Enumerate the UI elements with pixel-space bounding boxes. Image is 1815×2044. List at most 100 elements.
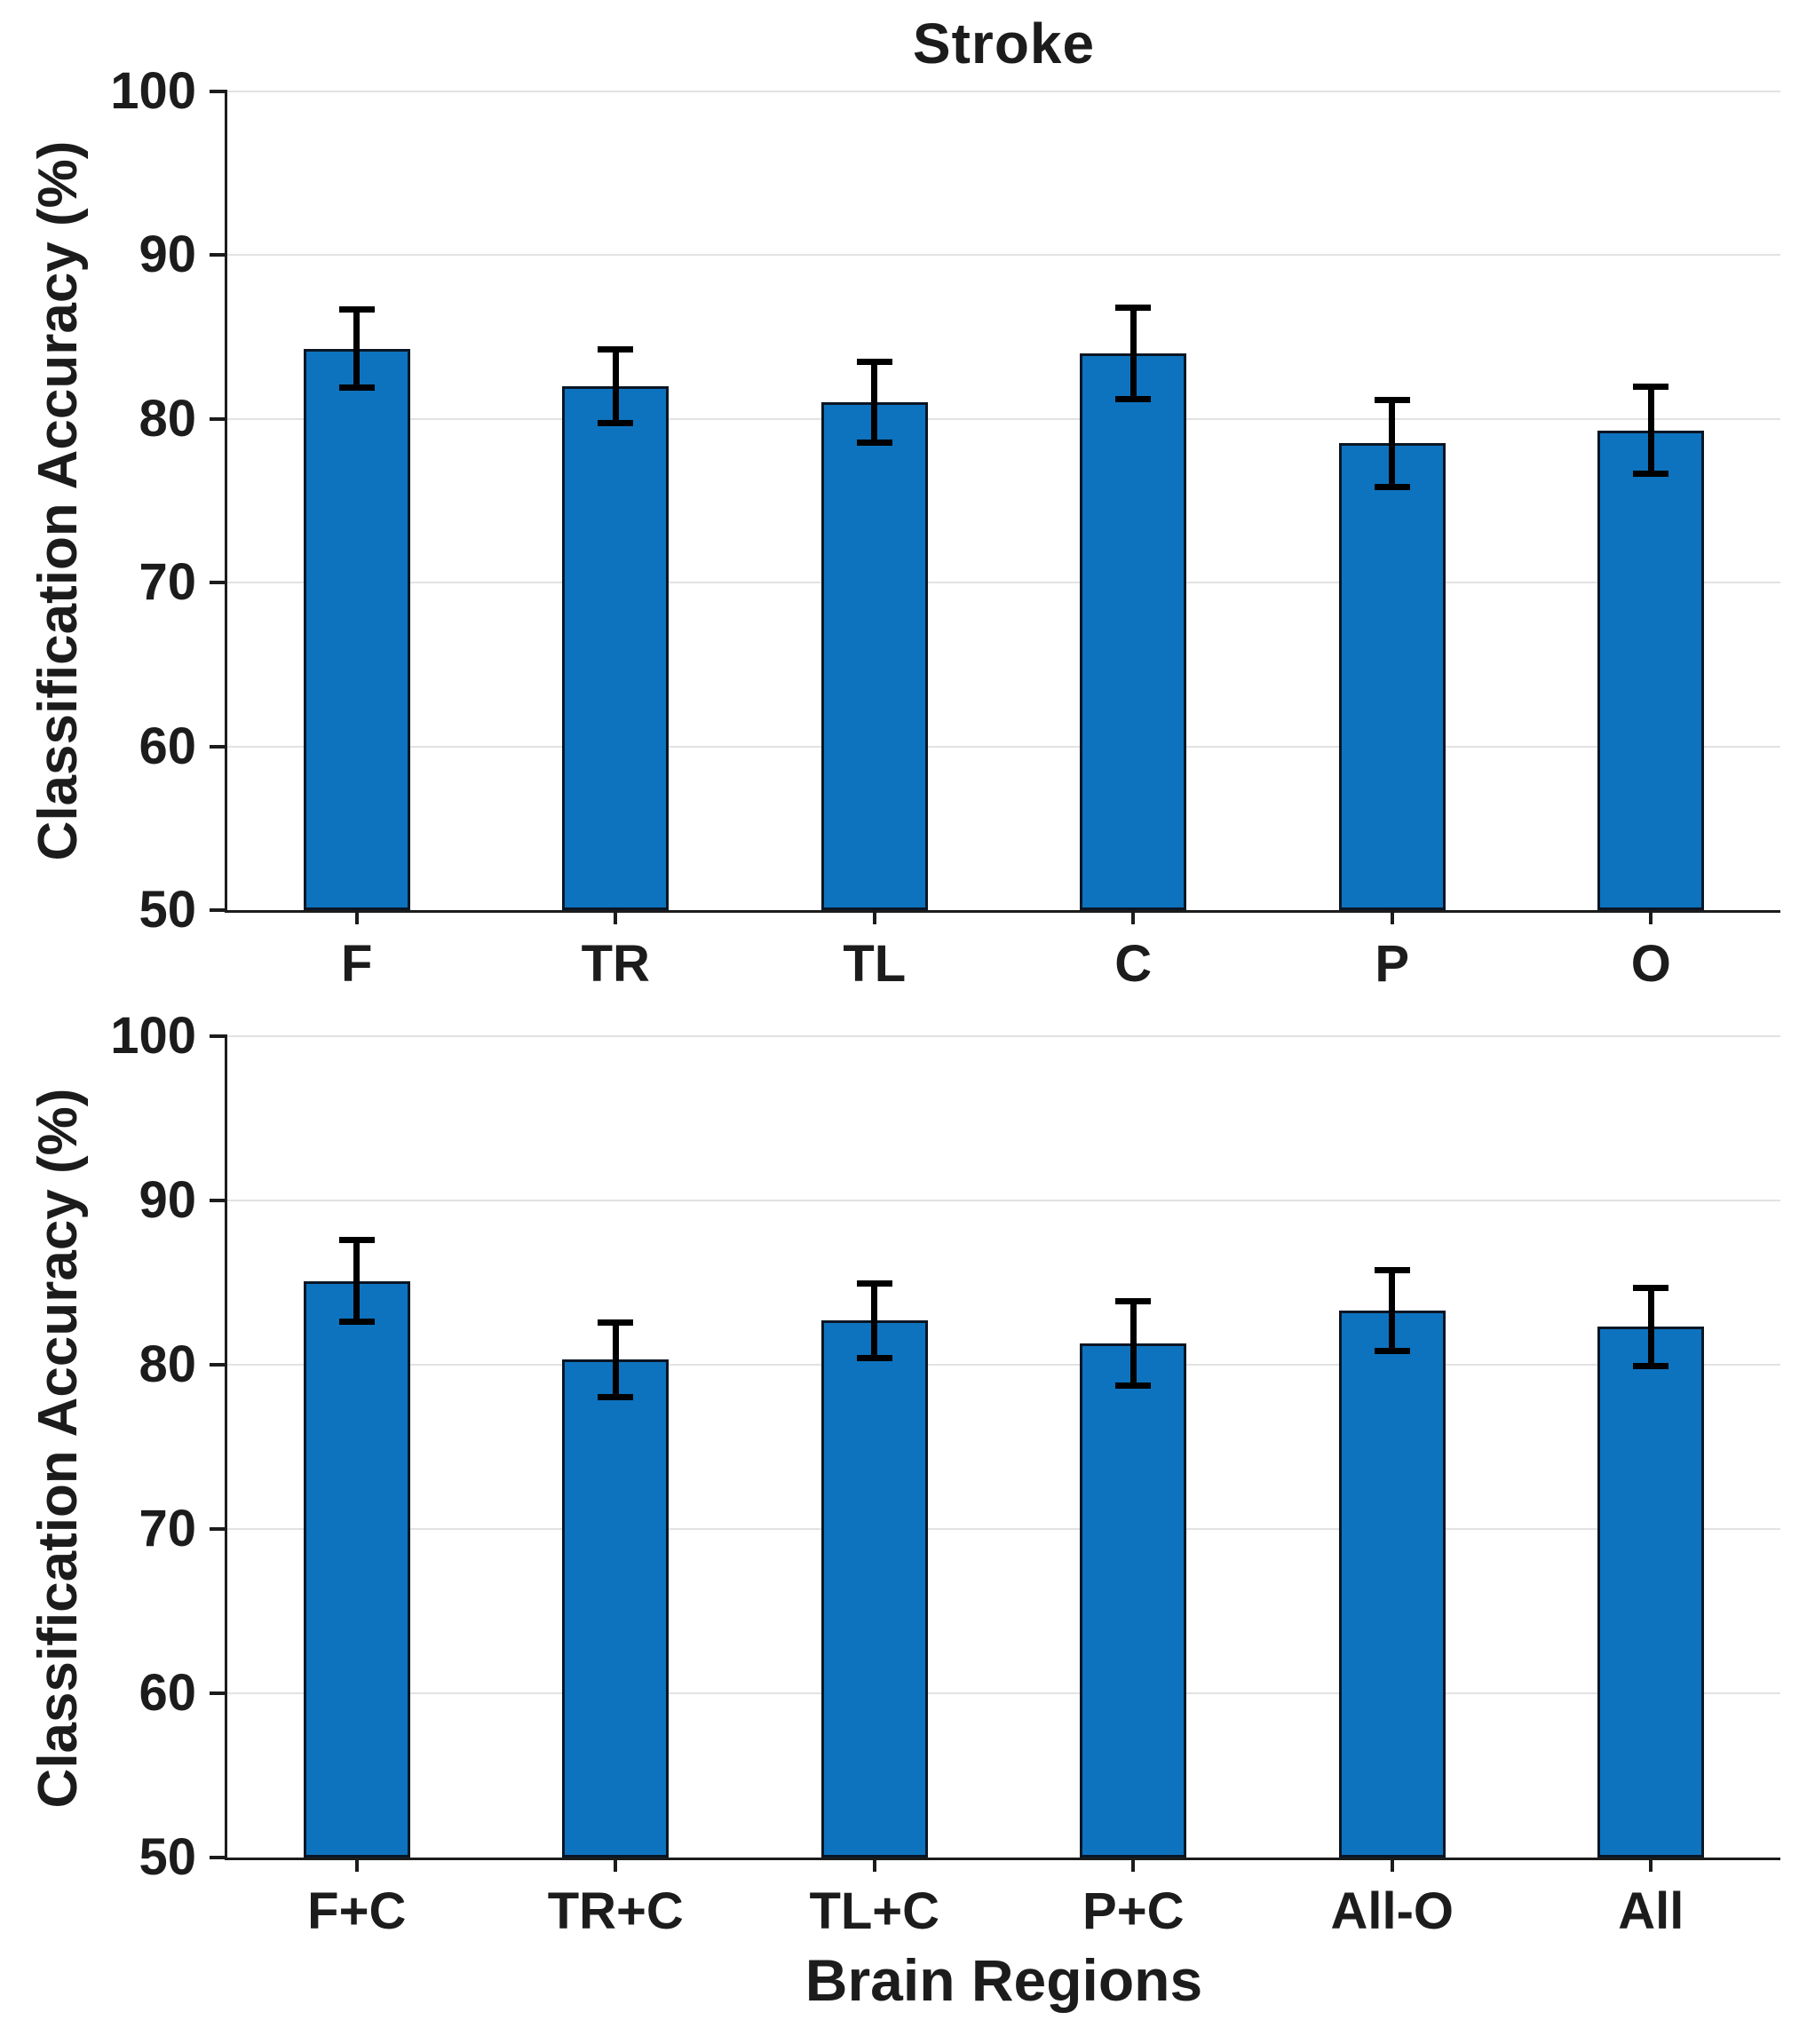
y-tick-80 bbox=[210, 416, 227, 421]
chart-title: Stroke bbox=[912, 12, 1096, 75]
x-tick-All bbox=[1649, 1858, 1653, 1872]
x-tick-TR bbox=[614, 910, 618, 924]
x-tick-label-F+C: F+C bbox=[307, 1882, 407, 1940]
error-bar-cap-top-F+C bbox=[338, 1237, 375, 1244]
gridline-70 bbox=[227, 582, 1780, 584]
y-tick-label-60: 60 bbox=[139, 717, 196, 775]
error-bar-cap-bottom-TR bbox=[598, 420, 634, 427]
bottom-chart-ylabel: Classification Accuracy (%) bbox=[28, 1088, 89, 1809]
bar-TR+C bbox=[562, 1359, 670, 1858]
error-bar-cap-bottom-F bbox=[338, 384, 375, 391]
error-bar-cap-bottom-C bbox=[1115, 395, 1152, 402]
error-bar-stem-P bbox=[1389, 399, 1396, 488]
x-tick-P+C bbox=[1131, 1858, 1136, 1872]
error-bar-cap-top-All-O bbox=[1374, 1266, 1410, 1273]
gridline-60 bbox=[227, 1692, 1780, 1694]
x-axis-label: Brain Regions bbox=[804, 1947, 1203, 2013]
x-axis-spine bbox=[225, 1858, 1780, 1860]
x-tick-TR+C bbox=[614, 1858, 618, 1872]
y-tick-label-90: 90 bbox=[139, 1171, 196, 1229]
gridline-80 bbox=[227, 417, 1780, 420]
error-bar-stem-All bbox=[1647, 1287, 1654, 1367]
y-tick-90 bbox=[210, 1199, 227, 1202]
error-bar-cap-top-TL+C bbox=[856, 1279, 892, 1287]
error-bar-cap-top-C bbox=[1115, 305, 1152, 312]
y-tick-60 bbox=[210, 1691, 227, 1695]
y-tick-50 bbox=[210, 1856, 227, 1859]
x-tick-label-TR+C: TR+C bbox=[547, 1882, 684, 1940]
gridline-70 bbox=[227, 1528, 1780, 1530]
bar-P+C bbox=[1080, 1343, 1187, 1858]
x-tick-All-O bbox=[1390, 1858, 1394, 1872]
error-bar-stem-All-O bbox=[1389, 1269, 1396, 1352]
bar-All bbox=[1597, 1327, 1705, 1858]
error-bar-cap-top-TL bbox=[856, 359, 892, 366]
x-tick-TL+C bbox=[872, 1858, 876, 1872]
bar-P bbox=[1338, 443, 1446, 910]
x-tick-label-C: C bbox=[1114, 935, 1153, 993]
error-bar-cap-top-TR+C bbox=[598, 1319, 634, 1326]
error-bar-cap-bottom-P bbox=[1374, 484, 1410, 491]
y-tick-70 bbox=[210, 1527, 227, 1531]
error-bar-stem-TR bbox=[612, 348, 619, 424]
x-tick-label-TL+C: TL+C bbox=[809, 1882, 940, 1940]
error-bar-cap-bottom-TL+C bbox=[856, 1354, 892, 1361]
gridline-100 bbox=[227, 91, 1780, 92]
error-bar-stem-O bbox=[1647, 385, 1654, 475]
error-bar-stem-TL bbox=[871, 361, 878, 444]
gridline-80 bbox=[227, 1364, 1780, 1366]
y-tick-label-50: 50 bbox=[139, 1828, 196, 1886]
error-bar-stem-P+C bbox=[1129, 1300, 1137, 1387]
gridline-60 bbox=[227, 745, 1780, 748]
top-chart-ylabel: Classification Accuracy (%) bbox=[28, 140, 89, 861]
bar-TL+C bbox=[820, 1320, 928, 1858]
error-bar-cap-top-TR bbox=[598, 345, 634, 353]
error-bar-cap-top-F bbox=[338, 306, 375, 313]
x-tick-F+C bbox=[354, 1858, 359, 1872]
y-tick-label-80: 80 bbox=[139, 1335, 196, 1393]
error-bar-stem-TR+C bbox=[612, 1321, 619, 1398]
x-tick-label-F: F bbox=[341, 935, 373, 993]
y-tick-50 bbox=[210, 908, 227, 912]
y-tick-label-50: 50 bbox=[139, 881, 196, 939]
bar-TR bbox=[562, 385, 670, 910]
error-bar-cap-bottom-TL bbox=[856, 440, 892, 447]
y-tick-80 bbox=[210, 1363, 227, 1367]
y-tick-100 bbox=[210, 1034, 227, 1038]
y-tick-label-70: 70 bbox=[139, 1500, 196, 1557]
y-tick-70 bbox=[210, 581, 227, 585]
error-bar-cap-bottom-P+C bbox=[1115, 1382, 1152, 1390]
y-tick-100 bbox=[210, 90, 227, 93]
y-tick-label-100: 100 bbox=[110, 62, 196, 120]
error-bar-cap-bottom-All bbox=[1633, 1362, 1669, 1369]
error-bar-cap-top-All bbox=[1633, 1285, 1669, 1292]
x-tick-label-TL: TL bbox=[843, 935, 907, 993]
error-bar-cap-top-O bbox=[1633, 383, 1669, 390]
error-bar-cap-bottom-All-O bbox=[1374, 1348, 1410, 1355]
bar-All-O bbox=[1338, 1310, 1446, 1858]
y-tick-label-60: 60 bbox=[139, 1664, 196, 1722]
error-bar-stem-TL+C bbox=[871, 1282, 878, 1359]
x-tick-P bbox=[1390, 910, 1394, 924]
x-tick-label-O: O bbox=[1630, 935, 1671, 993]
x-tick-TL bbox=[872, 910, 876, 924]
y-tick-90 bbox=[210, 253, 227, 257]
bar-O bbox=[1597, 430, 1705, 910]
error-bar-cap-bottom-TR+C bbox=[598, 1394, 634, 1400]
error-bar-stem-C bbox=[1129, 307, 1137, 400]
error-bar-stem-F+C bbox=[353, 1240, 361, 1322]
y-tick-label-90: 90 bbox=[139, 226, 196, 284]
bar-C bbox=[1080, 353, 1187, 910]
error-bar-cap-bottom-F+C bbox=[338, 1318, 375, 1325]
error-bar-cap-top-P bbox=[1374, 396, 1410, 403]
error-bar-stem-F bbox=[353, 309, 361, 388]
bar-F+C bbox=[303, 1280, 410, 1858]
x-tick-F bbox=[354, 910, 359, 924]
gridline-90 bbox=[227, 1200, 1780, 1201]
y-axis-spine bbox=[225, 91, 227, 913]
bar-F bbox=[303, 348, 410, 910]
y-axis-spine bbox=[225, 1036, 227, 1860]
error-bar-cap-top-P+C bbox=[1115, 1297, 1152, 1304]
gridline-100 bbox=[227, 1035, 1780, 1037]
y-tick-60 bbox=[210, 744, 227, 749]
